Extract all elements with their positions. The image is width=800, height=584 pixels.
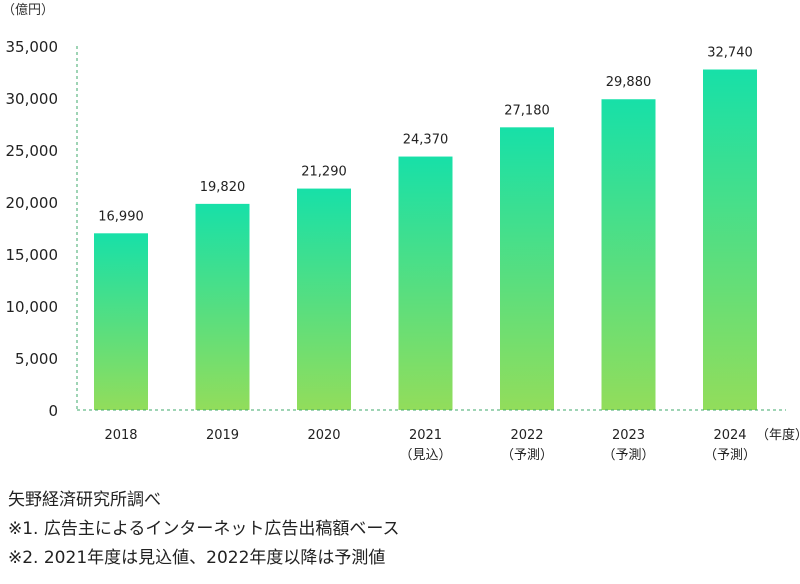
x-tick-label: 2019: [206, 428, 239, 443]
value-label: 32,740: [707, 46, 753, 61]
x-tick-sublabel: （予測）: [704, 448, 756, 463]
y-tick-label: 25,000: [6, 142, 59, 160]
bar-chart: （億円） 0 5,000 10,000 15,000 20,000 25,000 30,00…: [2, 2, 800, 463]
x-tick-label: 2021: [409, 428, 442, 443]
y-tick-label: 20,000: [6, 194, 59, 212]
y-tick-label: 30,000: [6, 90, 59, 108]
unit-label: （億円）: [2, 2, 54, 18]
source-note: 矢野経済研究所調べ: [8, 490, 161, 510]
bar-2023: [601, 99, 656, 411]
value-label: 16,990: [98, 209, 144, 224]
value-label: 29,880: [606, 75, 652, 90]
value-label: 27,180: [504, 103, 550, 118]
note-2: ※2. 2021年度は見込値、2022年度以降は予測値: [8, 548, 386, 568]
x-axis-title: （年度）: [756, 427, 800, 443]
note-1: ※1. 広告主によるインターネット広告出稿額ベース: [8, 519, 400, 539]
x-tick-label: 2024: [713, 428, 746, 443]
bar-2019: [195, 203, 250, 410]
y-tick-label: 0: [48, 402, 58, 420]
value-label: 19,820: [200, 180, 246, 195]
x-tick-label: 2020: [307, 428, 340, 443]
bar-2020: [297, 188, 351, 410]
bar-2022: [500, 127, 554, 410]
y-tick-label: 5,000: [15, 350, 58, 368]
bar-2021: [398, 156, 453, 410]
x-tick-label: 2023: [612, 428, 645, 443]
y-tick-label: 35,000: [6, 38, 59, 56]
y-tick-label: 15,000: [6, 246, 59, 264]
value-label: 24,370: [403, 133, 449, 148]
x-tick-label: 2018: [104, 428, 137, 443]
bar-2018: [94, 233, 148, 410]
notes: 矢野経済研究所調べ ※1. 広告主によるインターネット広告出稿額ベース ※2. …: [8, 486, 400, 573]
bar-2024: [703, 69, 757, 410]
x-tick-sublabel: （予測）: [602, 448, 654, 463]
y-tick-label: 10,000: [6, 298, 59, 316]
x-tick-sublabel: （見込）: [399, 448, 451, 463]
x-tick-label: 2022: [510, 428, 543, 443]
x-tick-sublabel: （予測）: [501, 448, 553, 463]
value-label: 21,290: [301, 165, 347, 180]
